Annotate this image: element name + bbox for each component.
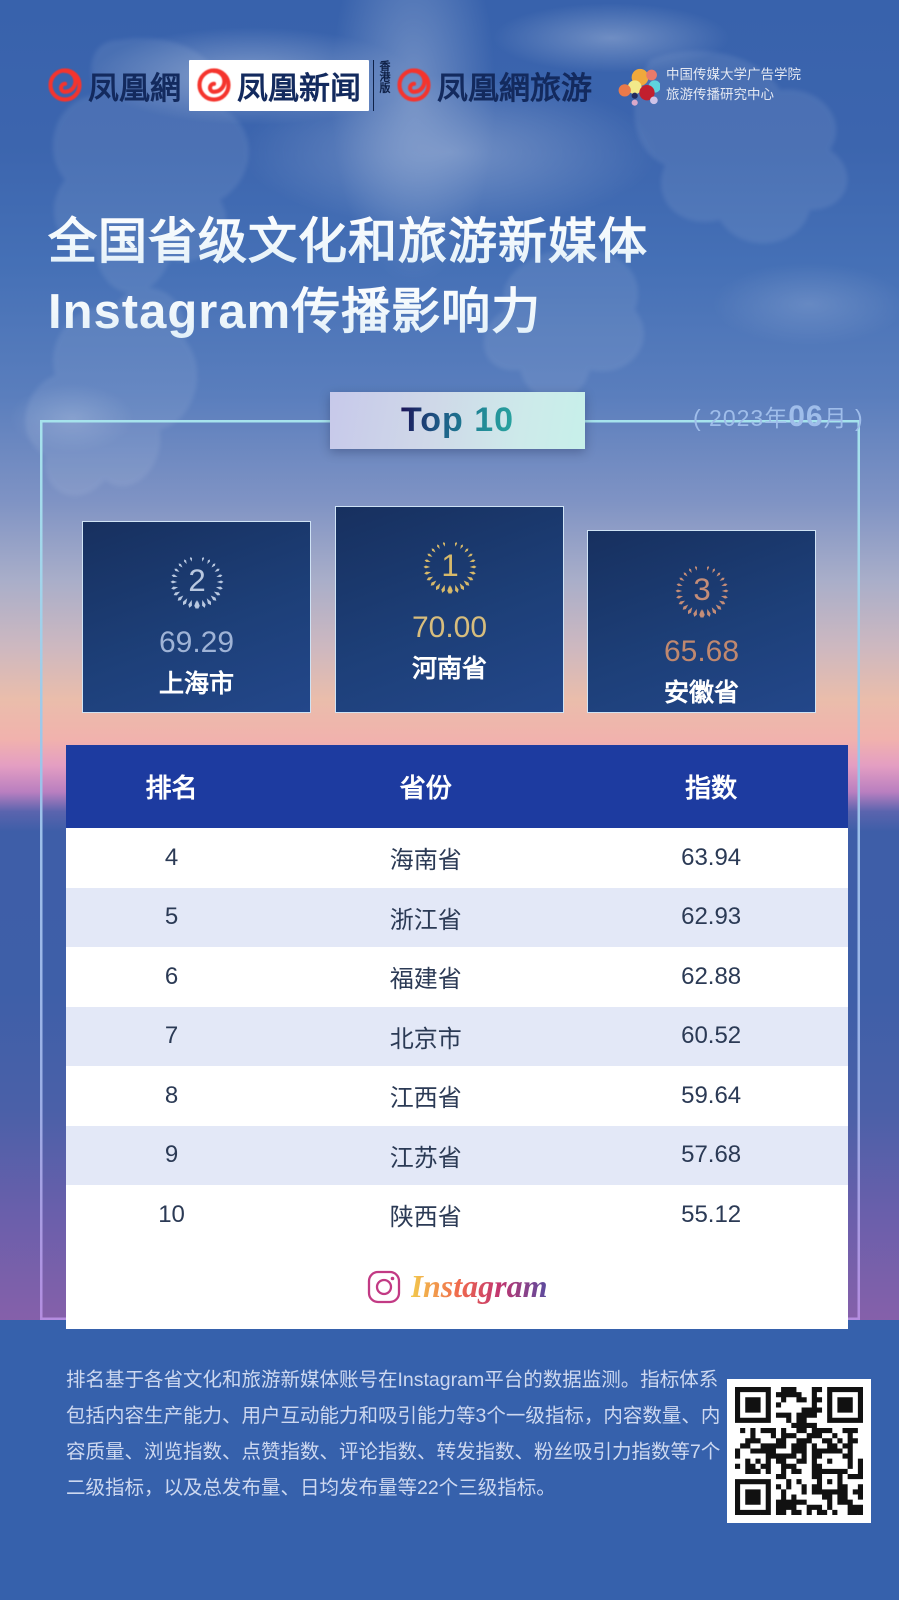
svg-text:1: 1 [441, 548, 458, 583]
svg-text:2: 2 [188, 563, 205, 598]
svg-text:3: 3 [693, 572, 710, 607]
